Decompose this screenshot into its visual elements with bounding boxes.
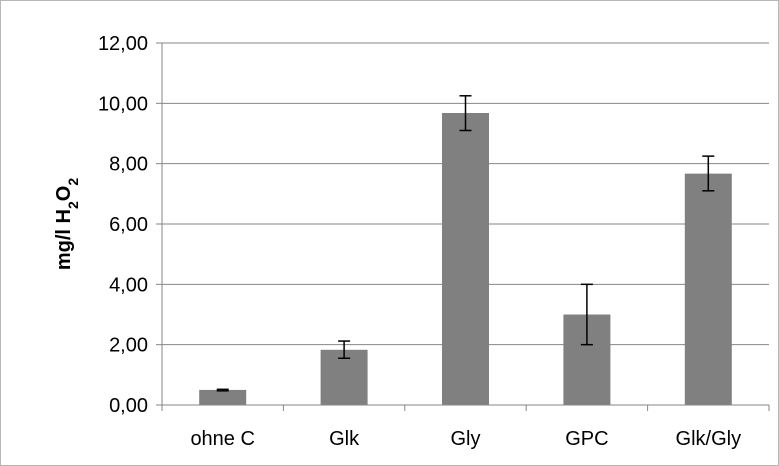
axes: [156, 42, 770, 411]
bar: [320, 349, 368, 405]
bar: [199, 389, 247, 405]
y-tick-label: 12,00: [98, 33, 148, 55]
bar: [684, 173, 732, 405]
y-tick-label: 6,00: [109, 214, 148, 236]
bars: [199, 112, 732, 405]
x-tick-label: Glk/Gly: [676, 428, 742, 450]
y-tick-label: 8,00: [109, 154, 148, 176]
x-tick-label: GPC: [565, 428, 608, 450]
bar: [442, 112, 489, 405]
y-tick-label: 2,00: [109, 335, 148, 357]
x-tick-label: Glk: [329, 428, 360, 450]
x-tick-label: Gly: [451, 428, 481, 450]
x-tick-label: ohne C: [190, 428, 255, 450]
y-tick-label: 0,00: [109, 395, 148, 417]
error-bars: [216, 95, 715, 392]
y-tick-labels: 0,00 2,00 4,00 6,00 8,00 10,00 12,00: [98, 33, 148, 417]
y-tick-label: 10,00: [98, 93, 148, 115]
x-tick-labels: ohne C Glk Gly GPC Glk/Gly: [190, 428, 741, 450]
y-axis-title: mg/l H2O2: [53, 178, 81, 270]
y-tick-label: 4,00: [109, 274, 148, 296]
